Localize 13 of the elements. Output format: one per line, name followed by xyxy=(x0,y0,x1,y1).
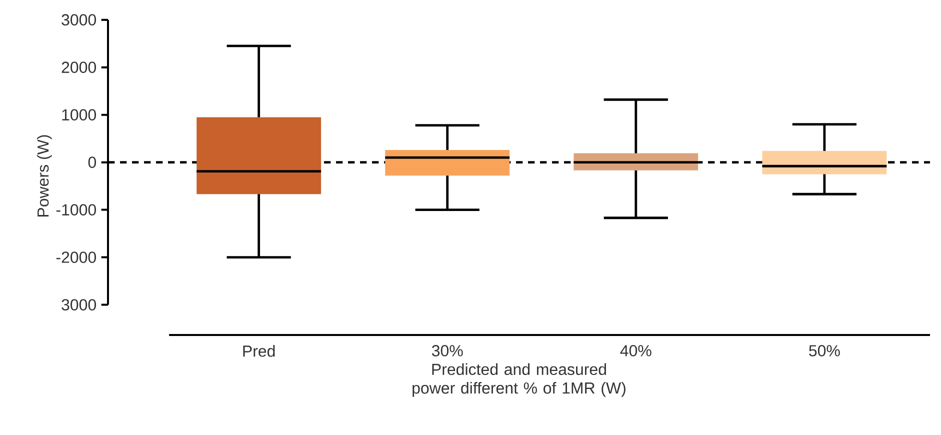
y-tick-label: -2000 xyxy=(56,252,96,263)
y-tick-label: 1000 xyxy=(62,109,96,120)
x-axis-title: Predicted and measured power different % of 1MR (W) xyxy=(412,363,626,397)
x-tick-label: Pred xyxy=(243,345,275,357)
y-tick-label: 0 xyxy=(88,156,96,168)
x-tick-label: 30% xyxy=(432,345,463,356)
x-tick-label: 40% xyxy=(620,345,652,356)
y-tick-label: -1000 xyxy=(56,204,96,216)
y-axis-title: Powers (W) xyxy=(36,135,52,216)
x-tick-label: 50% xyxy=(809,345,840,356)
y-tick-label: 2000 xyxy=(62,62,96,73)
y-tick-label: 3000 xyxy=(62,14,96,26)
y-tick-label: 3000 xyxy=(62,299,96,310)
